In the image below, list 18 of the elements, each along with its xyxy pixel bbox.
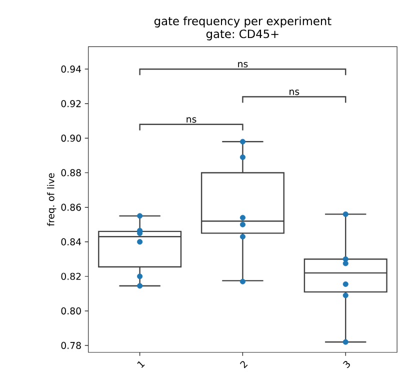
y-tick-label: 0.92 [61, 100, 81, 108]
x-tick-label: 1 [137, 361, 145, 368]
annotation: ns [186, 117, 196, 123]
y-tick-label: 0.80 [61, 307, 81, 314]
x-tick-label: 2 [240, 361, 248, 368]
annotation: ns [238, 62, 248, 68]
y-tick-label: 0.78 [61, 342, 81, 349]
y-tick-label: 0.90 [61, 134, 81, 142]
y-tick-label: 0.94 [61, 66, 82, 73]
y-tick-label: 0.84 [61, 238, 82, 246]
x-tick-label: 3 [342, 360, 350, 368]
chart-subtitle: gate: CD45+ [206, 30, 278, 40]
y-axis-title: freq. of live [47, 173, 56, 226]
annotation: ns [290, 90, 300, 96]
y-tick-label: 0.82 [61, 272, 81, 280]
y-tick-label: 0.88 [61, 169, 81, 176]
chart-title: gate frequency per experiment [154, 16, 332, 28]
y-tick-label: 0.86 [61, 204, 81, 211]
